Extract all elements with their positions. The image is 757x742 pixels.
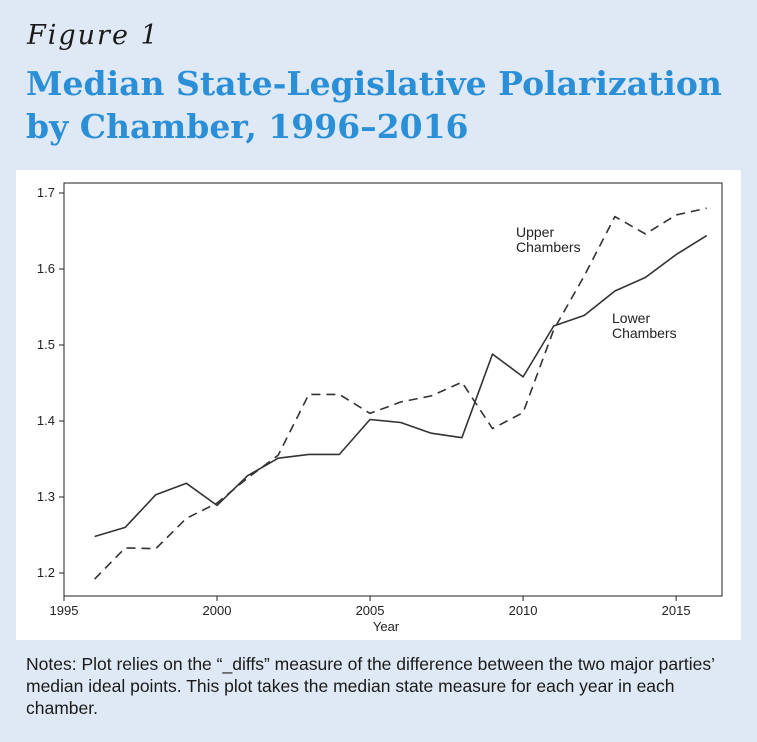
figure-label: Figure 1: [27, 20, 160, 51]
chart-panel: 1.2 1.3 1.4 1.5 1.6 1.7 1995 2000 2005 2010 2015 …: [16, 170, 741, 640]
line-chart: 1.21.31.41.51.61.7 1995 2000 2005 2010 2015 …: [37, 182, 723, 634]
x-tick-label: 1995: [50, 603, 79, 618]
y-tick-label: 1.2: [37, 565, 55, 580]
series-layer: [94, 207, 708, 580]
upper-chambers-label: Upper Chambers: [516, 224, 581, 255]
x-axis: 1995 2000 2005 2010 2015: [50, 596, 691, 618]
y-tick-label: 1.3: [37, 489, 55, 504]
x-axis-label: Year: [373, 619, 400, 634]
y-tick-label: 1.6: [37, 261, 55, 276]
y-axis: 1.2 1.3 1.4 1.5 1.6 1.7: [37, 185, 64, 580]
y-tick-label: 1.4: [37, 413, 55, 428]
y-tick-label: 1.7: [37, 185, 55, 200]
x-tick-label: 2005: [356, 603, 385, 618]
series-annotations: Upper Chambers Lower Chambers: [516, 224, 677, 341]
upper-chambers-line: [94, 207, 707, 580]
plot-frame: [63, 182, 723, 597]
y-tick-label: 1.5: [37, 337, 55, 352]
x-tick-label: 2015: [662, 603, 691, 618]
x-tick-label: 2010: [509, 603, 538, 618]
lower-chambers-line: [94, 234, 708, 538]
x-tick-label: 2000: [203, 603, 232, 618]
lower-chambers-label: Lower Chambers: [612, 310, 677, 341]
chart-title: Median State-Legislative Polarization by…: [26, 64, 722, 146]
notes-text: Notes: Plot relies on the “_diffs” measu…: [26, 654, 715, 718]
